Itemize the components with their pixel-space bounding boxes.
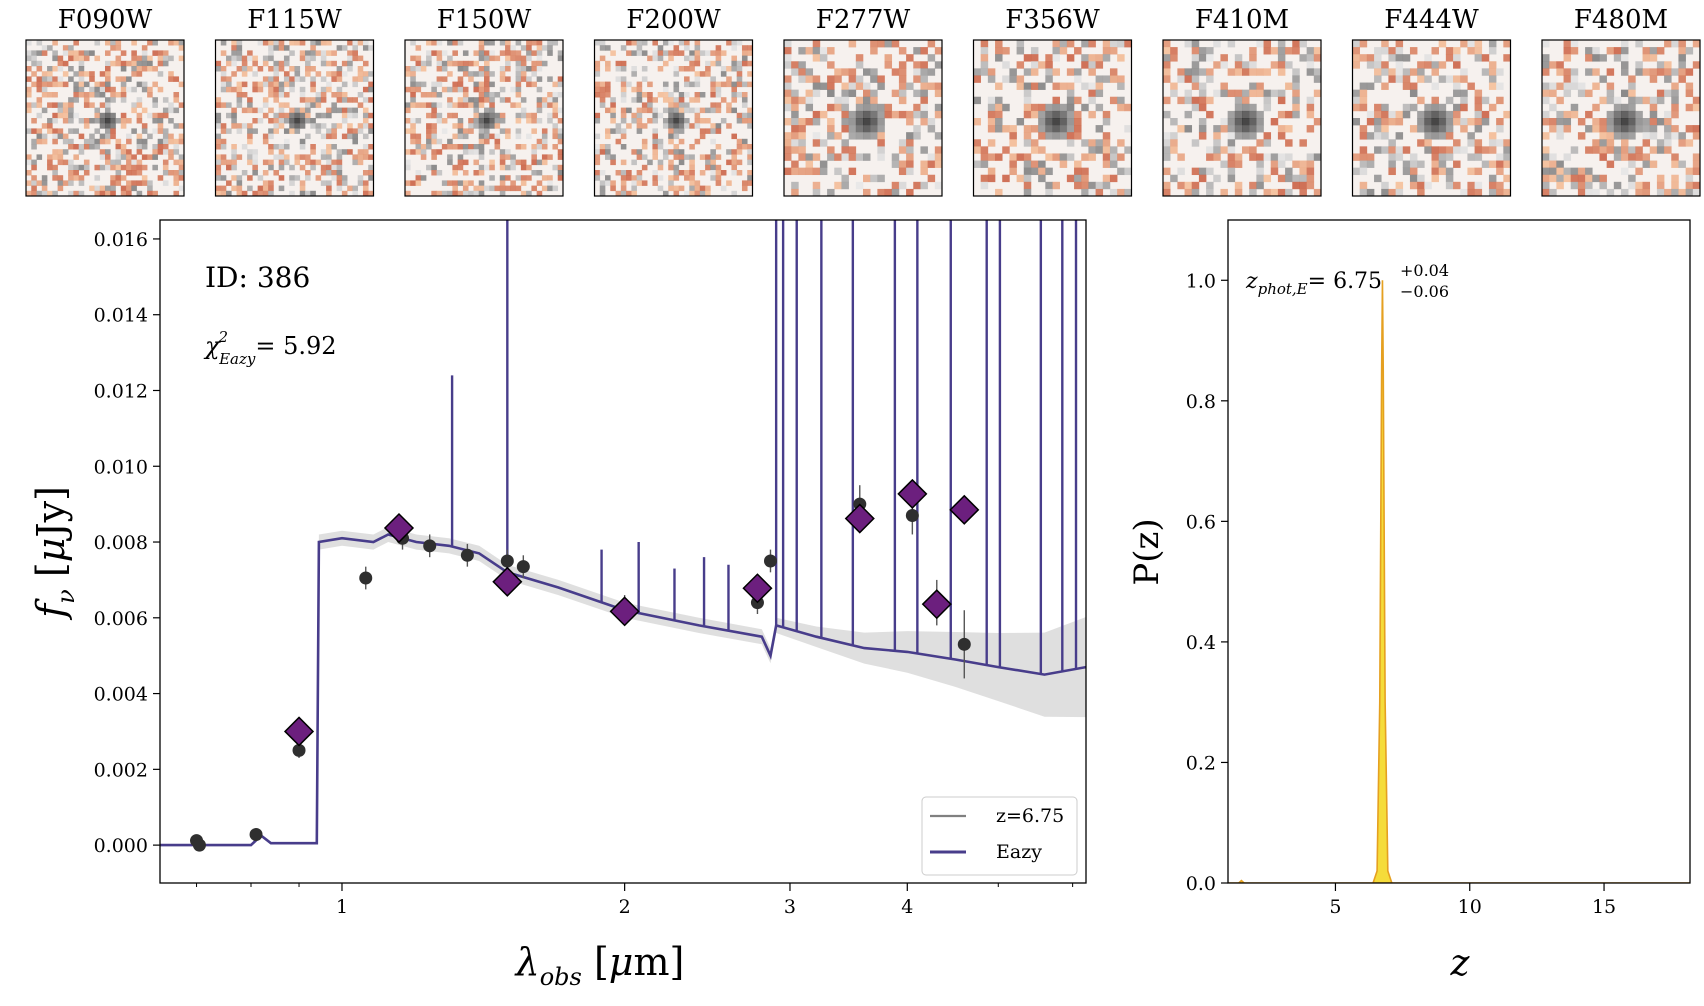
stamp-f090w: F090W xyxy=(25,5,185,197)
pz-y-tick-label: 0.6 xyxy=(1186,511,1216,533)
stamp-label: F115W xyxy=(247,5,342,35)
sed-y-axis-label: fν [μJy] xyxy=(29,486,80,621)
sed-x-tick-label: 4 xyxy=(901,896,913,918)
pz-x-axis-label: z xyxy=(1450,943,1471,984)
chi2-sub: Eazy xyxy=(218,350,256,368)
pz-y-tick-label: 1.0 xyxy=(1186,270,1216,292)
pz-x-ticks: 5 10 15 xyxy=(1329,883,1616,918)
model-photometry-point xyxy=(283,716,315,747)
sed-panel: 0.000 0.002 0.004 0.006 0.008 0.010 0.012 0.014… xyxy=(29,219,1087,991)
sed-y-tick-label: 0.002 xyxy=(94,759,148,781)
zphot-label: zphot,E= 6.75 xyxy=(1245,269,1382,298)
eazy-model-line xyxy=(160,533,1086,847)
sed-y-tick-label: 0.000 xyxy=(94,835,148,857)
chi2-label: χ2 Eazy= 5.92 xyxy=(203,328,337,368)
observed-point xyxy=(192,838,206,852)
stamp-f277w: F277W xyxy=(783,5,943,197)
sed-y-ticks: 0.000 0.002 0.004 0.006 0.008 0.010 0.012 0.014… xyxy=(94,229,160,857)
sed-x-tick-label: 1 xyxy=(336,896,348,918)
sed-y-tick-label: 0.004 xyxy=(94,684,148,706)
stamp-label: F277W xyxy=(816,5,911,35)
sed-x-axis-label: λobs [μm] xyxy=(514,940,685,991)
pz-y-axis-label: P(z) xyxy=(1127,518,1167,585)
pz-panel: 0.00.20.40.60.81.0 5 10 15 zphot,E= 6.75 +… xyxy=(1127,219,1691,984)
stamp-f200w: F200W xyxy=(593,5,754,197)
observed-point xyxy=(516,555,530,579)
zphot-err-plus: +0.04 xyxy=(1400,261,1449,280)
model-photometry-point xyxy=(742,573,773,604)
pz-x-tick-label: 5 xyxy=(1329,896,1341,918)
zphot-symbol: z xyxy=(1245,269,1258,294)
zphot-value: = 6.75 xyxy=(1308,269,1382,294)
pz-axes-frame xyxy=(1227,219,1691,884)
observed-point xyxy=(249,828,263,842)
legend-label-eazy: Eazy xyxy=(996,841,1042,863)
pz-y-tick-label: 0.8 xyxy=(1186,391,1216,413)
sed-axes-frame xyxy=(159,219,1087,884)
sed-y-tick-label: 0.010 xyxy=(94,456,148,478)
stamp-label: F090W xyxy=(58,5,153,35)
model-photometry-point xyxy=(949,494,980,525)
pz-curve xyxy=(1228,280,1690,883)
pz-y-ticks: 0.0 0.2 0.4 0.6 0.8 1.0 xyxy=(1186,270,1228,895)
sed-y-tick-label: 0.014 xyxy=(94,305,148,327)
sed-legend: z=6.75 Eazy xyxy=(921,796,1078,876)
pz-x-tick-label: 10 xyxy=(1458,896,1482,918)
model-photometry-point xyxy=(844,503,875,534)
pz-y-tick-label: 0.4 xyxy=(1186,632,1216,654)
pz-x-tick-label: 15 xyxy=(1592,896,1616,918)
stamp-f444w: F444W xyxy=(1351,5,1512,197)
stamp-f480m: F480M xyxy=(1541,5,1701,197)
sed-x-tick-label: 3 xyxy=(784,896,796,918)
stamp-label: F410M xyxy=(1195,5,1289,35)
zphot-err-minus: −0.06 xyxy=(1400,282,1449,301)
model-photometry-point xyxy=(609,596,640,627)
observed-point xyxy=(423,534,437,558)
model-photometry xyxy=(283,478,980,747)
model-photometry-point xyxy=(897,478,928,509)
sed-y-tick-label: 0.012 xyxy=(94,380,148,402)
model-photometry-point xyxy=(383,512,415,544)
object-id: ID: 386 xyxy=(205,261,310,294)
model-photometry-point xyxy=(492,566,523,597)
stamp-f410m: F410M xyxy=(1162,5,1322,197)
observed-point xyxy=(359,566,373,590)
legend-label-z: z=6.75 xyxy=(996,805,1064,827)
sed-y-tick-label: 0.016 xyxy=(94,229,148,251)
observed-point xyxy=(460,543,474,567)
pz-y-tick-label: 0.0 xyxy=(1186,873,1216,895)
zphot-sub: phot,E xyxy=(1258,280,1308,298)
stamp-label: F444W xyxy=(1384,5,1479,35)
stamp-label: F356W xyxy=(1005,5,1100,35)
sed-x-tick-label: 2 xyxy=(619,896,631,918)
chi2-value: = 5.92 xyxy=(255,332,336,360)
stamp-f356w: F356W xyxy=(972,5,1133,197)
model-photometry-point xyxy=(921,589,952,620)
sed-y-tick-label: 0.006 xyxy=(94,608,148,630)
stamp-label: F200W xyxy=(626,5,721,35)
chi2-sup: 2 xyxy=(218,328,229,346)
stamp-f115w: F115W xyxy=(214,5,375,197)
chi2-symbol: χ xyxy=(203,332,221,360)
eazy-emission-lines xyxy=(450,220,1078,674)
stamp-label: F150W xyxy=(437,5,532,35)
pz-y-tick-label: 0.2 xyxy=(1186,752,1216,774)
stamp-f150w: F150W xyxy=(404,5,564,197)
stamp-row: F090W F115W F150W F200W F277W F356W F410M F444W… xyxy=(25,5,1701,197)
observed-point xyxy=(957,610,971,679)
stamp-label: F480M xyxy=(1574,5,1668,35)
sed-x-ticks: 1 2 3 4 xyxy=(196,883,1074,918)
sed-y-tick-label: 0.008 xyxy=(94,532,148,554)
observed-point xyxy=(763,549,777,573)
